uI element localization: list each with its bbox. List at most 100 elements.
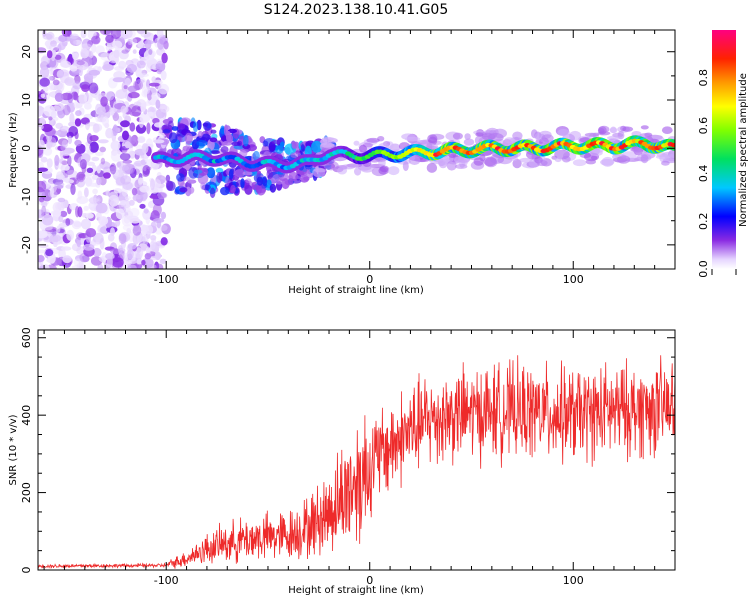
heatmap-halo-cell [557,129,570,136]
heatmap-noise-cell [126,63,138,73]
heatmap-noise-cell [155,263,164,269]
heatmap-halo-cell [452,132,463,140]
snr-plot [38,355,675,570]
heatmap-noise-cell [60,92,73,101]
heatmap-scatter-cell [280,141,285,148]
heatmap-noise-cell [78,93,88,105]
colorbar-tick-label: 0.2 [697,212,710,230]
heatmap-noise-cell [132,49,137,54]
heatmap-noise-cell [144,39,152,50]
heatmap-halo-cell [404,136,421,142]
heatmap-noise-cell [120,120,130,128]
heatmap-noise-cell [132,224,142,236]
heatmap-noise-cell [69,65,78,72]
heatmap-noise-cell [62,164,70,171]
heatmap-noise-cell [81,84,90,93]
heatmap-scatter-cell [220,125,226,135]
heatmap-noise-cell [50,186,54,198]
heatmap-noise-cell [145,247,151,254]
bottom-axis-ticks: -100 0 100 0 200 400 600 [20,327,676,587]
bottom-x-axis-label: Height of straight line (km) [288,585,424,596]
heatmap-noise-cell [46,50,53,59]
colorbar: 0.0 0.2 0.4 0.6 0.8 Normalized spectral ampl… [697,30,749,278]
heatmap-noise-cell [105,34,114,43]
heatmap-noise-cell [142,257,154,269]
heatmap-noise-cell [139,185,150,193]
heatmap-noise-cell [80,218,92,230]
heatmap-noise-cell [86,167,94,173]
heatmap-noise-cell [103,172,111,179]
heatmap-noise-cell [149,82,160,87]
heatmap-noise-cell [50,110,57,119]
heatmap-noise-cell [74,75,81,84]
heatmap-noise-cell [68,121,76,127]
heatmap-noise-cell [126,249,134,260]
heatmap-halo-cell [455,164,468,169]
heatmap-noise-cell [136,60,146,69]
heatmap-noise-cell [105,253,115,260]
heatmap-halo-cell [609,127,618,134]
x-tick-label: 100 [563,574,584,587]
heatmap-noise-cell [110,140,121,151]
heatmap-noise-cell [43,147,53,156]
heatmap-noise-cell [104,91,115,101]
y-tick-label: 400 [20,405,33,426]
heatmap-halo-cell [414,140,429,145]
colorbar-label: Normalized spectral amplitude [738,73,749,227]
heatmap-noise-cell [101,252,107,262]
heatmap-halo-cell [640,154,649,164]
heatmap-noise-cell [42,86,49,92]
heatmap-noise-cell [83,174,95,185]
heatmap-noise-cell [121,49,129,54]
heatmap-noise-cell [139,203,146,209]
heatmap-scatter-cell [165,180,174,191]
heatmap-halo-cell [640,125,649,130]
heatmap-noise-cell [99,226,109,234]
x-tick-label: 0 [366,574,373,587]
heatmap-scatter-cell [262,140,269,147]
heatmap-noise-cell [160,211,167,220]
heatmap-scatter-cell [300,144,305,152]
heatmap-noise-cell [60,202,66,209]
heatmap-noise-cell [84,143,91,154]
heatmap-noise-cell [82,243,95,251]
heatmap-noise-cell [58,34,68,43]
heatmap-noise-cell [110,30,122,39]
heatmap-scatter-cell [271,139,283,145]
heatmap-halo-cell [504,137,516,144]
heatmap-noise-cell [95,202,108,214]
heatmap-noise-cell [40,156,48,163]
heatmap-scatter-cell [171,126,179,131]
heatmap-halo-cell [536,159,548,167]
heatmap-scatter-cell [303,176,310,181]
heatmap-scatter-cell [188,166,199,179]
heatmap-noise-cell [120,105,127,115]
heatmap-scatter-cell [179,187,188,193]
heatmap-noise-cell [92,247,102,257]
heatmap-noise-cell [141,143,149,154]
heatmap-scatter-cell [184,132,193,145]
heatmap-noise-cell [151,76,157,83]
heatmap-noise-cell [149,178,155,191]
heatmap-noise-cell [49,68,54,76]
heatmap-noise-cell [118,233,127,245]
heatmap-noise-cell [112,77,125,83]
heatmap-noise-cell [88,196,101,205]
heatmap-halo-cell [622,126,634,132]
heatmap-noise-cell [84,187,89,198]
heatmap-halo-cell [408,155,421,165]
heatmap-noise-cell [54,181,65,188]
y-tick-label: 200 [20,482,33,503]
heatmap-noise-cell [64,77,75,86]
heatmap-ridge-core [670,142,675,148]
heatmap-noise-cell [140,103,146,113]
heatmap-noise-cell [66,229,75,241]
heatmap-noise-cell [55,174,65,180]
heatmap-noise-cell [95,151,104,156]
heatmap-noise-cell [118,60,126,69]
heatmap-noise-cell [117,245,123,254]
heatmap-noise-cell [135,144,143,150]
heatmap-scatter-cell [165,174,171,182]
heatmap-noise-cell [115,208,125,220]
